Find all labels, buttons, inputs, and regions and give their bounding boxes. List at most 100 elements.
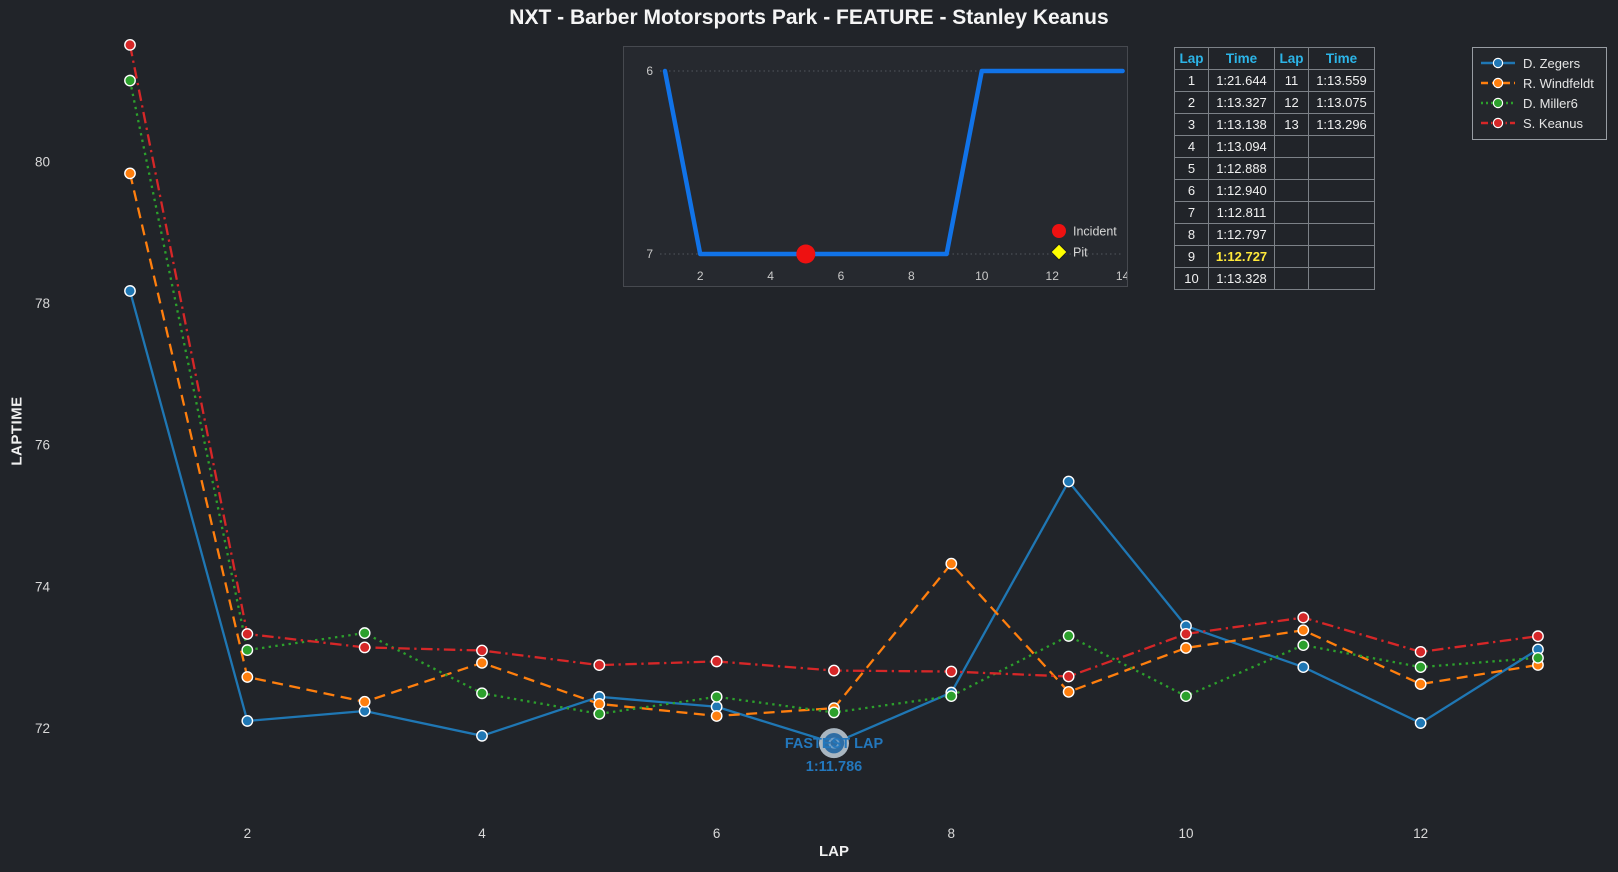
y-tick-label: 74 bbox=[35, 579, 51, 594]
fastest-lap-annotation-line1: FASTEST LAP bbox=[784, 736, 884, 752]
lap-cell: 2 bbox=[1174, 91, 1209, 114]
data-point-d-miller6 bbox=[476, 687, 488, 700]
legend-item-r-windfeldt: R. Windfeldt bbox=[1480, 73, 1599, 93]
inset-x-tick-label: 10 bbox=[975, 269, 989, 283]
position-inset-chart: 6 7 2 4 6 8 10 12 14 Incident Pit bbox=[646, 64, 1129, 283]
lap-table-header-cell: Time bbox=[1308, 47, 1375, 70]
data-point-d-miller6 bbox=[124, 74, 136, 87]
data-point-s-keanus bbox=[1062, 670, 1075, 683]
data-point-r-windfeldt bbox=[710, 710, 723, 722]
time-cell: 1:13.327 bbox=[1208, 91, 1275, 114]
incident-legend-icon bbox=[1052, 224, 1066, 238]
lap-table-header-cell: Lap bbox=[1274, 47, 1309, 70]
lap-table-row: 1 1:21.644 11 1:13.559 bbox=[1174, 69, 1375, 92]
data-point-d-miller6 bbox=[1180, 690, 1192, 703]
legend-marker bbox=[1492, 117, 1504, 129]
data-point-s-keanus bbox=[945, 665, 958, 678]
data-point-s-keanus bbox=[358, 641, 371, 654]
time-cell bbox=[1308, 267, 1375, 290]
lap-table-row: 7 1:12.811 bbox=[1174, 201, 1375, 224]
data-point-d-miller6 bbox=[1297, 639, 1310, 652]
time-cell bbox=[1308, 179, 1375, 202]
data-point-s-keanus bbox=[124, 38, 136, 51]
legend-marker bbox=[1492, 57, 1504, 69]
x-axis-title: LAP bbox=[819, 843, 849, 860]
lap-time-table: Lap Time Lap Time 1 1:21.644 11 1:13.559 2 1:13.… bbox=[1174, 47, 1375, 290]
inset-x-tick-label: 8 bbox=[908, 269, 915, 283]
data-point-r-windfeldt bbox=[1414, 678, 1427, 690]
time-cell bbox=[1308, 223, 1375, 246]
data-point-d-miller6 bbox=[945, 690, 958, 703]
data-point-r-windfeldt bbox=[476, 656, 488, 669]
data-point-d-zegers bbox=[1297, 661, 1310, 673]
inset-x-tick-label: 14 bbox=[1116, 269, 1127, 283]
legend-marker bbox=[1492, 77, 1504, 89]
incident-marker bbox=[796, 244, 816, 264]
lap-cell: 6 bbox=[1174, 179, 1209, 202]
data-point-r-windfeldt bbox=[358, 695, 371, 708]
lap-cell bbox=[1274, 135, 1309, 158]
time-cell: 1:13.559 bbox=[1308, 69, 1375, 92]
x-tick-label: 6 bbox=[713, 826, 721, 841]
lap-cell: 4 bbox=[1174, 135, 1209, 158]
lap-cell: 3 bbox=[1174, 113, 1209, 136]
lap-table-row: 2 1:13.327 12 1:13.075 bbox=[1174, 91, 1375, 114]
lap-cell: 13 bbox=[1274, 113, 1309, 136]
data-point-r-windfeldt bbox=[945, 557, 958, 570]
lap-cell: 10 bbox=[1174, 267, 1209, 290]
time-cell: 1:13.296 bbox=[1308, 113, 1375, 136]
legend-marker bbox=[1492, 97, 1504, 109]
time-cell: 1:13.138 bbox=[1208, 113, 1275, 136]
legend-label: S. Keanus bbox=[1523, 115, 1583, 131]
lap-table-row: 5 1:12.888 bbox=[1174, 157, 1375, 180]
data-point-d-miller6 bbox=[1062, 630, 1075, 642]
x-tick-label: 8 bbox=[948, 826, 956, 841]
lap-cell: 9 bbox=[1174, 245, 1209, 268]
data-point-s-keanus bbox=[1297, 611, 1310, 624]
lap-cell bbox=[1274, 245, 1309, 268]
time-cell: 1:13.094 bbox=[1208, 135, 1275, 158]
data-point-r-windfeldt bbox=[1180, 642, 1192, 654]
time-cell bbox=[1308, 201, 1375, 224]
legend-item-s-keanus: S. Keanus bbox=[1480, 113, 1599, 133]
data-point-s-keanus bbox=[710, 655, 723, 668]
inset-x-tick-label: 6 bbox=[838, 269, 845, 283]
fastest-lap-marker-inner bbox=[823, 732, 845, 754]
lap-table-header-cell: Lap bbox=[1174, 47, 1209, 70]
y-tick-label: 78 bbox=[35, 296, 50, 311]
lap-table-row: 9 1:12.727 bbox=[1174, 245, 1375, 268]
page-title: NXT - Barber Motorsports Park - FEATURE … bbox=[509, 6, 1109, 29]
x-tick-label: 2 bbox=[244, 826, 252, 841]
lap-table-header-cell: Time bbox=[1208, 47, 1275, 70]
legend-line-sample-icon bbox=[1481, 97, 1515, 109]
lap-cell: 11 bbox=[1274, 69, 1309, 92]
lap-table-row: 6 1:12.940 bbox=[1174, 179, 1375, 202]
lap-cell: 5 bbox=[1174, 157, 1209, 180]
data-point-d-zegers bbox=[1062, 475, 1075, 488]
data-point-d-zegers bbox=[476, 729, 488, 742]
y-tick-label: 80 bbox=[35, 154, 50, 169]
lap-cell: 12 bbox=[1274, 91, 1309, 114]
x-tick-label: 10 bbox=[1178, 826, 1193, 841]
time-cell: 1:12.811 bbox=[1208, 201, 1275, 224]
position-line bbox=[662, 68, 1125, 257]
time-cell bbox=[1308, 157, 1375, 180]
time-cell: 1:13.328 bbox=[1208, 267, 1275, 290]
pit-legend-icon bbox=[1050, 243, 1068, 261]
legend-line-sample-icon bbox=[1481, 117, 1515, 129]
lap-table-row: 3 1:13.138 13 1:13.296 bbox=[1174, 113, 1375, 136]
data-point-s-keanus bbox=[593, 659, 606, 672]
inset-legend-label: Pit bbox=[1073, 246, 1088, 260]
data-point-s-keanus bbox=[1414, 645, 1427, 658]
data-point-d-miller6 bbox=[1532, 651, 1544, 664]
y-axis-title: LAPTIME bbox=[8, 396, 26, 466]
fastest-lap-marker-ring bbox=[828, 737, 840, 749]
lap-table-row: 8 1:12.797 bbox=[1174, 223, 1375, 246]
lap-cell bbox=[1274, 179, 1309, 202]
data-point-d-miller6 bbox=[710, 690, 723, 703]
inset-y-tick-label: 7 bbox=[646, 247, 653, 261]
legend-item-d-zegers: D. Zegers bbox=[1480, 53, 1599, 73]
data-point-d-miller6 bbox=[241, 644, 254, 656]
data-point-s-keanus bbox=[828, 664, 840, 677]
lap-cell bbox=[1274, 267, 1309, 290]
